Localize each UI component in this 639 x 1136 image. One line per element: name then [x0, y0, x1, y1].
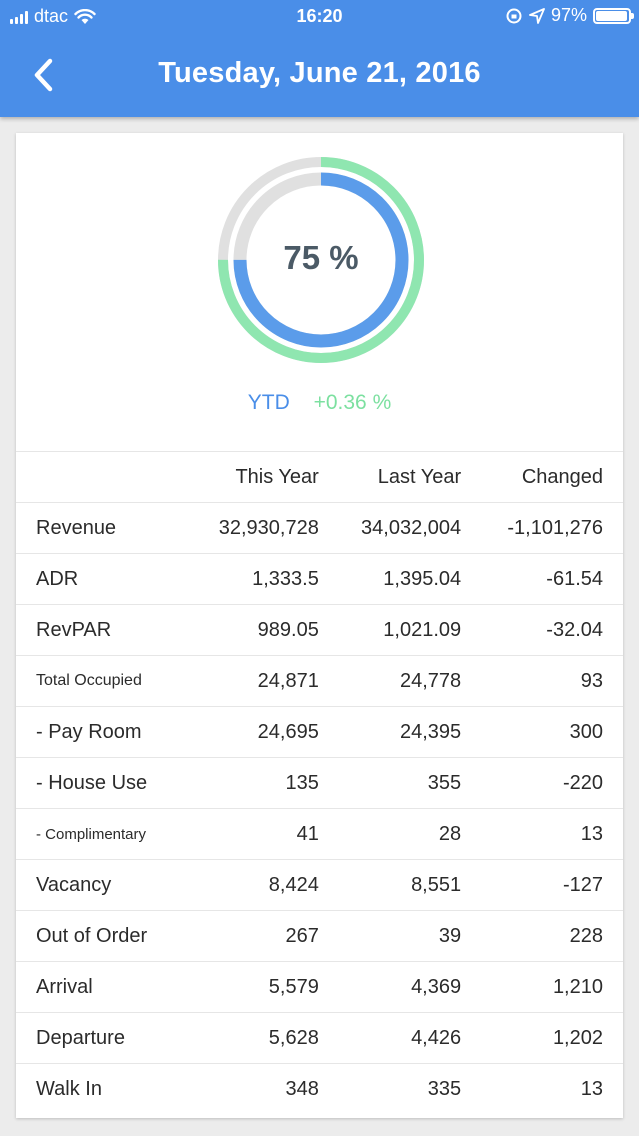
gauge-inner-arc	[233, 172, 409, 348]
changed-value: -1,101,276	[461, 502, 623, 554]
app-bar: dtac 16:20 97% Tuesday, June 21, 2016	[0, 0, 639, 117]
occupancy-gauge	[218, 157, 424, 363]
this-year-value: 24,695	[188, 706, 319, 758]
row-label: - Pay Room	[16, 706, 189, 758]
status-time: 16:20	[296, 6, 343, 26]
row-label: ADR	[16, 553, 189, 605]
table-row: - House Use 135 355 -220	[16, 757, 623, 809]
this-year-value: 135	[188, 757, 319, 809]
this-year-value: 32,930,728	[188, 502, 319, 554]
ytd-summary: YTD +0.36 %	[16, 391, 623, 415]
last-year-value: 4,426	[318, 1012, 462, 1064]
last-year-value: 8,551	[318, 859, 462, 911]
last-year-value: 335	[318, 1063, 462, 1114]
table-row: RevPAR 989.05 1,021.09 -32.04	[16, 604, 623, 656]
this-year-value: 1,333.5	[188, 553, 319, 605]
changed-value: -32.04	[461, 604, 623, 656]
carrier-name: dtac	[34, 6, 69, 26]
row-label: Out of Order	[16, 910, 189, 962]
stats-table: This Year Last Year Changed Revenue 32,9…	[16, 451, 623, 1114]
table-row: - Complimentary 41 28 13	[16, 808, 623, 860]
this-year-value: 267	[188, 910, 319, 962]
table-row: Out of Order 267 39 228	[16, 910, 623, 962]
changed-value: -127	[461, 859, 623, 911]
column-header-last-year: Last Year	[318, 451, 462, 503]
column-header-changed: Changed	[461, 451, 623, 503]
orientation-lock-icon	[506, 8, 522, 23]
changed-value: 300	[461, 706, 623, 758]
table-row: Arrival 5,579 4,369 1,210	[16, 961, 623, 1013]
changed-value: 13	[461, 1063, 623, 1114]
last-year-value: 24,778	[318, 655, 462, 707]
ytd-change: +0.36 %	[313, 391, 392, 414]
last-year-value: 1,395.04	[318, 553, 462, 605]
column-header	[16, 451, 189, 503]
changed-value: -61.54	[461, 553, 623, 605]
this-year-value: 8,424	[188, 859, 319, 911]
status-bar: dtac 16:20 97%	[0, 0, 639, 34]
changed-value: 13	[461, 808, 623, 860]
changed-value: -220	[461, 757, 623, 809]
back-chevron-icon[interactable]	[28, 55, 64, 95]
row-label: Departure	[16, 1012, 189, 1064]
last-year-value: 1,021.09	[318, 604, 462, 656]
column-header-this-year: This Year	[188, 451, 319, 503]
this-year-value: 5,579	[188, 961, 319, 1013]
this-year-value: 41	[188, 808, 319, 860]
this-year-value: 24,871	[188, 655, 319, 707]
gauge-percentage: 75 %	[283, 239, 359, 276]
row-label: - Complimentary	[16, 808, 189, 860]
row-label: Walk In	[16, 1063, 189, 1114]
this-year-value: 348	[188, 1063, 319, 1114]
last-year-value: 39	[318, 910, 462, 962]
row-label: - House Use	[16, 757, 189, 809]
gauge-outer-arc	[218, 157, 424, 363]
page-title: Tuesday, June 21, 2016	[158, 57, 481, 89]
table-row: Walk In 348 335 13	[16, 1063, 623, 1114]
signal-icon	[10, 10, 28, 24]
changed-value: 1,202	[461, 1012, 623, 1064]
table-row: ADR 1,333.5 1,395.04 -61.54	[16, 553, 623, 605]
last-year-value: 4,369	[318, 961, 462, 1013]
ytd-label: YTD	[247, 391, 290, 414]
table-row: Vacancy 8,424 8,551 -127	[16, 859, 623, 911]
table-row: Departure 5,628 4,426 1,202	[16, 1012, 623, 1064]
last-year-value: 28	[318, 808, 462, 860]
changed-value: 1,210	[461, 961, 623, 1013]
battery-percent: 97%	[550, 5, 587, 25]
row-label: Total Occupied	[16, 655, 189, 707]
location-icon	[529, 7, 545, 24]
battery-icon	[593, 7, 634, 24]
row-label: RevPAR	[16, 604, 189, 656]
changed-value: 228	[461, 910, 623, 962]
row-label: Arrival	[16, 961, 189, 1013]
row-label: Vacancy	[16, 859, 189, 911]
table-row: Total Occupied 24,871 24,778 93	[16, 655, 623, 707]
changed-value: 93	[461, 655, 623, 707]
table-row: - Pay Room 24,695 24,395 300	[16, 706, 623, 758]
this-year-value: 5,628	[188, 1012, 319, 1064]
wifi-icon	[74, 8, 96, 24]
this-year-value: 989.05	[188, 604, 319, 656]
last-year-value: 355	[318, 757, 462, 809]
table-header-row: This Year Last Year Changed	[16, 451, 623, 503]
last-year-value: 34,032,004	[318, 502, 462, 554]
row-label: Revenue	[16, 502, 189, 554]
last-year-value: 24,395	[318, 706, 462, 758]
summary-card: 75 % YTD +0.36 % This Year Last Year Cha…	[16, 133, 623, 1118]
table-row: Revenue 32,930,728 34,032,004 -1,101,276	[16, 502, 623, 554]
